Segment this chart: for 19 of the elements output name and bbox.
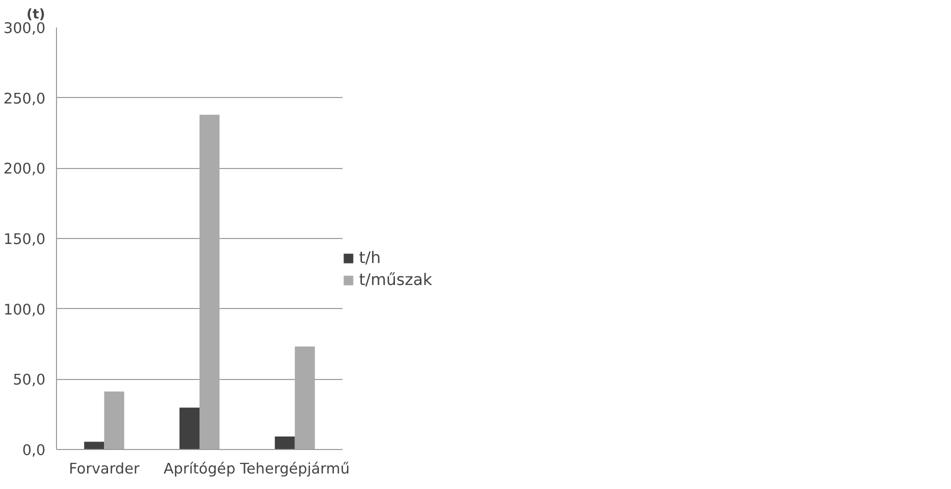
bar — [104, 392, 124, 450]
x-tick-label: Tehergépjármű — [239, 460, 350, 478]
bar — [200, 114, 220, 450]
bar — [179, 408, 200, 450]
y-tick-label: 300,0 — [4, 20, 46, 37]
y-tick-label: 50,0 — [12, 372, 46, 389]
bar — [274, 436, 295, 450]
y-tick-label: 250,0 — [4, 90, 46, 108]
legend-label: t/h — [359, 248, 381, 267]
y-axis-title: (t) — [26, 8, 46, 22]
bar — [84, 442, 104, 450]
x-tick-label: Aprítógép — [164, 460, 236, 478]
y-tick-label: 150,0 — [4, 231, 46, 248]
y-tick-label: 200,0 — [4, 160, 46, 178]
bar — [294, 346, 315, 450]
legend-label: t/műszak — [359, 270, 432, 289]
y-tick-label: 100,0 — [4, 301, 46, 318]
y-tick-label: 0,0 — [22, 442, 46, 459]
x-tick-label: Forvarder — [68, 460, 140, 478]
